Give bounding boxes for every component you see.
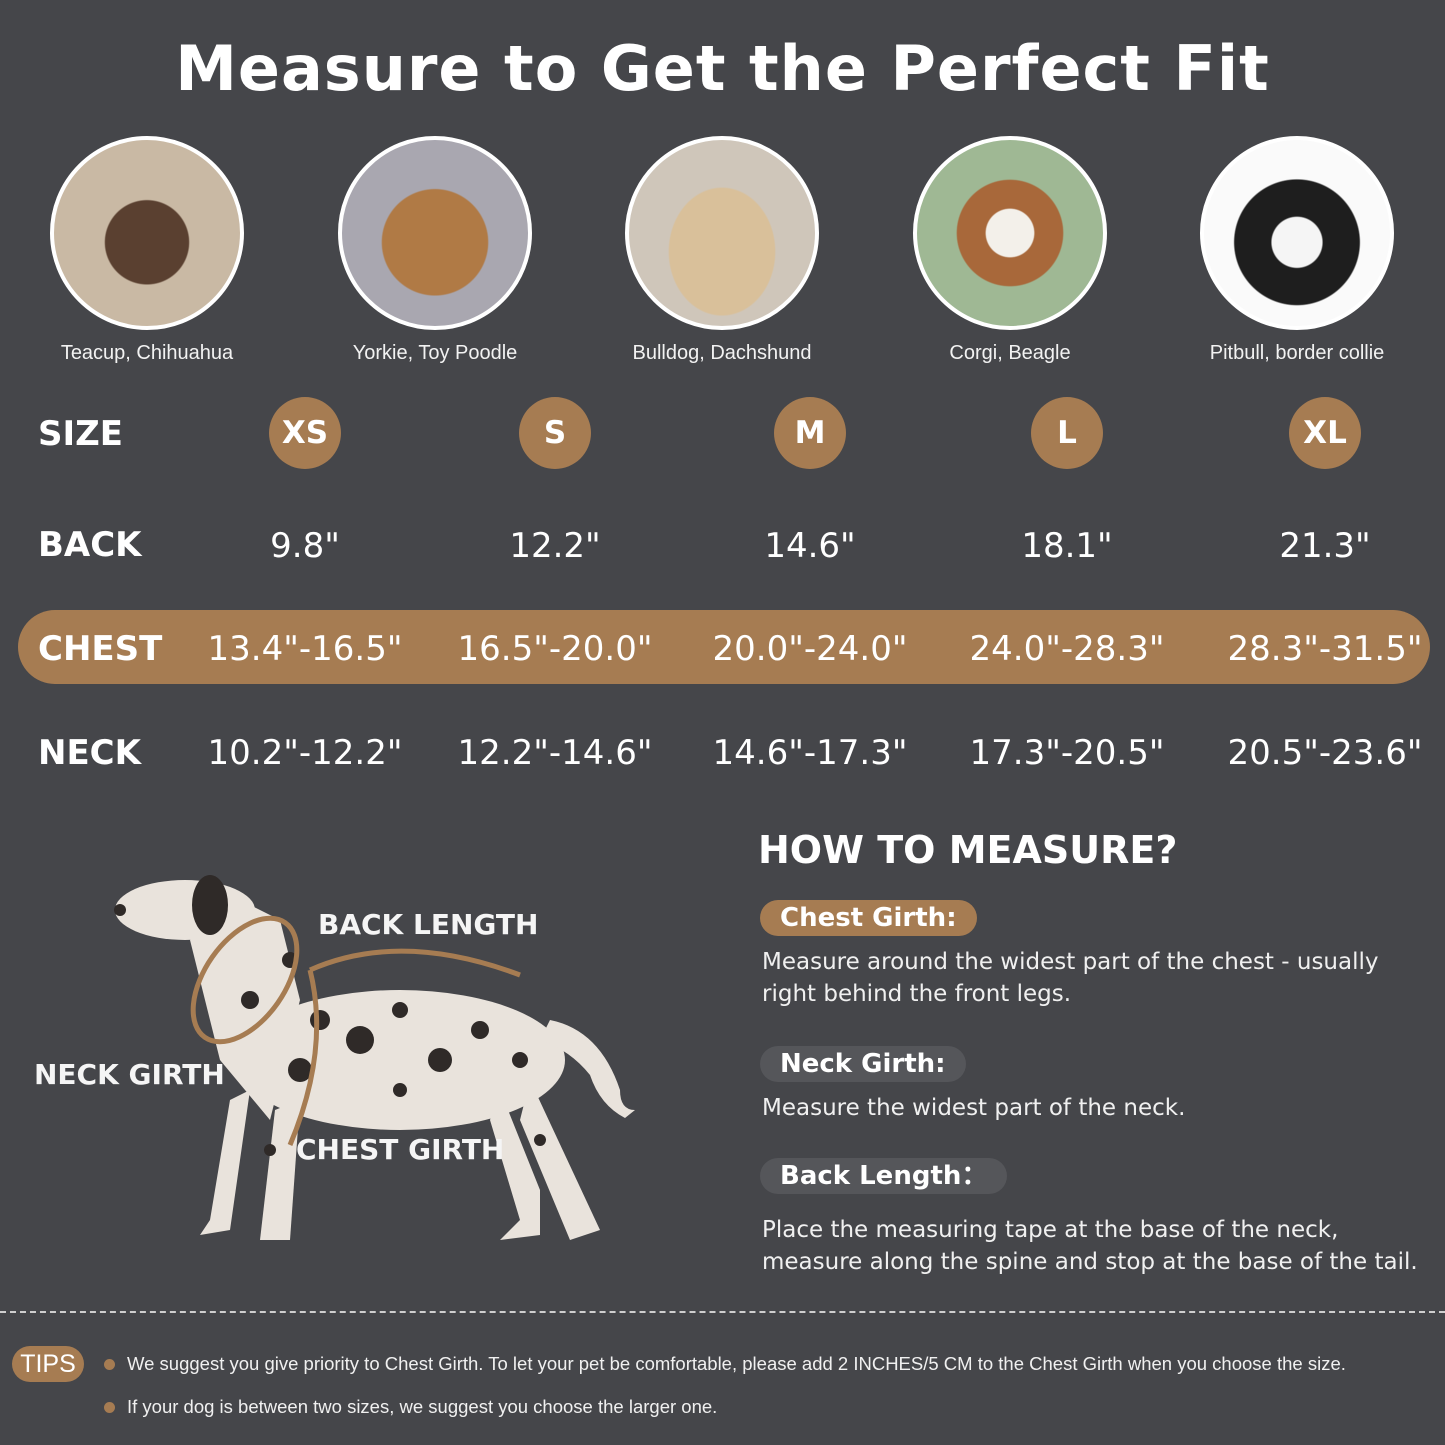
page-title: Measure to Get the Perfect Fit [175, 32, 1270, 105]
neck-value: 12.2"-14.6" [457, 733, 653, 773]
chest-value: 16.5"-20.0" [457, 629, 653, 669]
chest-girth-description: Measure around the widest part of the ch… [762, 949, 1379, 1007]
tip-item: We suggest you give priority to Chest Gi… [104, 1353, 1346, 1375]
neck-value: 14.6"-17.3" [712, 733, 908, 773]
chest-row-label: CHEST [38, 629, 163, 669]
breed-caption: Yorkie, Toy Poodle [352, 342, 518, 364]
neck-girth-pill: Neck Girth: [760, 1046, 966, 1082]
tip-item: If your dog is between two sizes, we sug… [104, 1396, 717, 1418]
back-value: 12.2" [509, 526, 601, 566]
dalmatian-illustration [114, 875, 635, 1240]
chest-row-highlight [18, 610, 1430, 684]
back-value: 18.1" [1021, 526, 1113, 566]
chest-value: 20.0"-24.0" [712, 629, 908, 669]
chest-value: 13.4"-16.5" [207, 629, 403, 669]
breed-caption: Bulldog, Dachshund [632, 342, 812, 364]
bullet-icon [104, 1358, 115, 1370]
pug-photo [625, 136, 819, 330]
bullet-icon [104, 1401, 115, 1413]
size-badge-l: L [1031, 397, 1103, 469]
neck-row-label: NECK [38, 733, 141, 773]
back-row-label: BACK [38, 525, 142, 565]
back-value: 21.3" [1279, 526, 1371, 566]
how-to-measure-heading: HOW TO MEASURE? [758, 828, 1178, 872]
tips-badge: TIPS [12, 1346, 84, 1382]
breed-caption: Pitbull, border collie [1209, 342, 1385, 364]
back-value: 14.6" [764, 526, 856, 566]
neck-girth-label: NECK GIRTH [34, 1058, 225, 1091]
size-row-label: SIZE [38, 414, 124, 454]
chest-value: 24.0"-28.3" [969, 629, 1165, 669]
tip-text: If your dog is between two sizes, we sug… [127, 1396, 718, 1417]
back-length-pill: Back Length： [760, 1158, 1008, 1194]
neck-value: 17.3"-20.5" [969, 733, 1165, 773]
neck-value: 20.5"-23.6" [1227, 733, 1423, 773]
chest-girth-pill: Chest Girth: [760, 900, 977, 936]
back-value: 9.8" [270, 526, 340, 566]
neck-girth-description: Measure the widest part of the neck. [762, 1095, 1186, 1121]
back-length-label: BACK LENGTH [318, 908, 539, 941]
beagle-photo [913, 136, 1107, 330]
back-length-description: Place the measuring tape at the base of … [762, 1217, 1418, 1275]
size-badge-s: S [519, 397, 591, 469]
chest-girth-label: CHEST GIRTH [296, 1133, 505, 1166]
yorkie-photo [338, 136, 532, 330]
size-badge-xl: XL [1289, 397, 1361, 469]
dashed-divider [0, 1311, 1445, 1313]
breed-caption: Teacup, Chihuahua [60, 342, 234, 364]
chest-value: 28.3"-31.5" [1227, 629, 1423, 669]
neck-value: 10.2"-12.2" [207, 733, 403, 773]
breed-caption: Corgi, Beagle [949, 342, 1071, 364]
border-collie-photo [1200, 136, 1394, 330]
size-badge-xs: XS [269, 397, 341, 469]
chihuahua-photo [50, 136, 244, 330]
size-badge-m: M [774, 397, 846, 469]
tip-text: We suggest you give priority to Chest Gi… [127, 1353, 1346, 1374]
